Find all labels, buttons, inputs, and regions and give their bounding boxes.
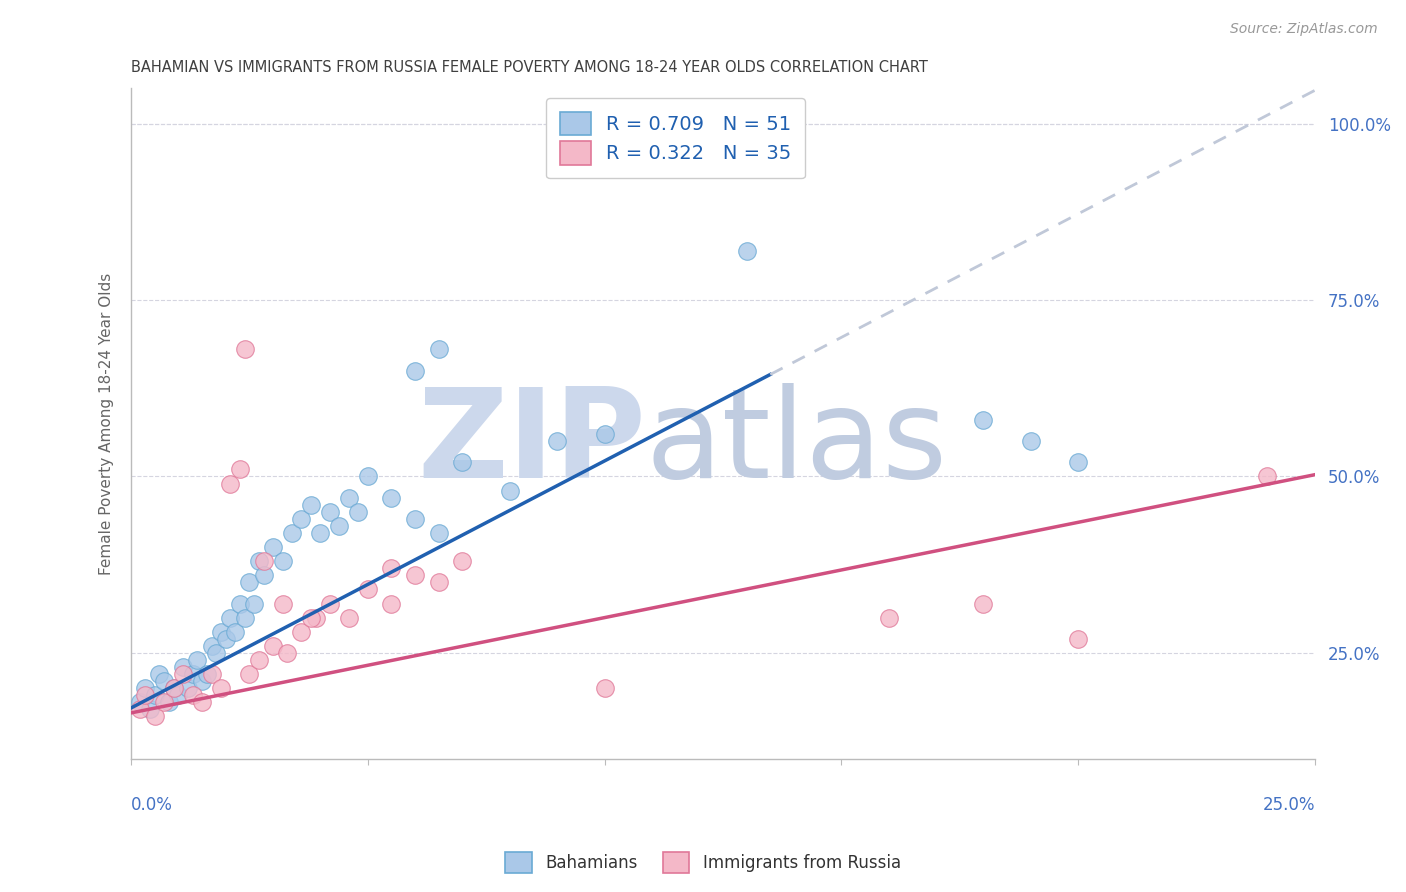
Point [276,646,298,660]
Point [252,554,274,568]
Point [224,624,246,639]
Point [143,688,166,702]
Point [357,469,380,483]
Point [238,575,260,590]
Point [262,540,284,554]
Point [129,695,152,709]
Point [290,512,312,526]
Point [319,505,342,519]
Point [290,624,312,639]
Point [229,462,252,476]
Point [252,568,274,582]
Point [593,681,616,696]
Point [404,568,426,582]
Point [181,688,204,702]
Point [181,667,204,681]
Text: atlas: atlas [645,384,948,504]
Point [380,491,402,505]
Text: Source: ZipAtlas.com: Source: ZipAtlas.com [1230,22,1378,37]
Point [195,667,218,681]
Point [1256,469,1278,483]
Point [271,597,294,611]
Point [148,667,170,681]
Point [139,702,162,716]
Point [380,561,402,575]
Point [172,660,194,674]
Point [972,597,994,611]
Point [209,681,232,696]
Point [735,244,758,258]
Point [219,476,242,491]
Text: ZIP: ZIP [418,384,645,504]
Point [337,491,360,505]
Point [427,343,450,357]
Point [233,610,256,624]
Point [219,610,242,624]
Point [129,702,152,716]
Point [238,667,260,681]
Point [499,483,522,498]
Point [163,681,186,696]
Point [357,582,380,597]
Point [247,554,270,568]
Point [347,505,370,519]
Point [404,512,426,526]
Legend: Bahamians, Immigrants from Russia: Bahamians, Immigrants from Russia [499,846,907,880]
Point [215,632,238,646]
Point [209,624,232,639]
Point [134,688,156,702]
Point [172,667,194,681]
Point [153,674,176,689]
Point [200,639,222,653]
Point [1019,434,1042,449]
Point [546,434,568,449]
Point [380,597,402,611]
Point [205,646,228,660]
Point [191,674,214,689]
Point [337,610,360,624]
Point [404,363,426,377]
Point [177,681,200,696]
Point [157,695,180,709]
Point [451,455,474,469]
Point [1067,632,1090,646]
Point [134,681,156,696]
Point [163,681,186,696]
Point [427,525,450,540]
Point [451,554,474,568]
Text: BAHAMIAN VS IMMIGRANTS FROM RUSSIA FEMALE POVERTY AMONG 18-24 YEAR OLDS CORRELAT: BAHAMIAN VS IMMIGRANTS FROM RUSSIA FEMAL… [131,60,928,75]
Point [167,688,190,702]
Legend: R = 0.709   N = 51, R = 0.322   N = 35: R = 0.709 N = 51, R = 0.322 N = 35 [546,98,806,178]
Point [186,653,208,667]
Point [972,413,994,427]
Point [328,519,350,533]
Point [305,610,328,624]
Point [593,427,616,442]
Point [262,639,284,653]
Point [1067,455,1090,469]
Y-axis label: Female Poverty Among 18-24 Year Olds: Female Poverty Among 18-24 Year Olds [100,272,114,574]
Point [271,554,294,568]
Point [247,653,270,667]
Point [877,610,900,624]
Point [299,610,322,624]
Point [427,575,450,590]
Text: 25.0%: 25.0% [1263,796,1315,814]
Point [153,695,176,709]
Point [200,667,222,681]
Point [281,525,304,540]
Point [191,695,214,709]
Point [243,597,266,611]
Point [233,343,256,357]
Point [229,597,252,611]
Text: 0.0%: 0.0% [131,796,173,814]
Point [299,498,322,512]
Point [319,597,342,611]
Point [143,709,166,723]
Point [309,525,332,540]
